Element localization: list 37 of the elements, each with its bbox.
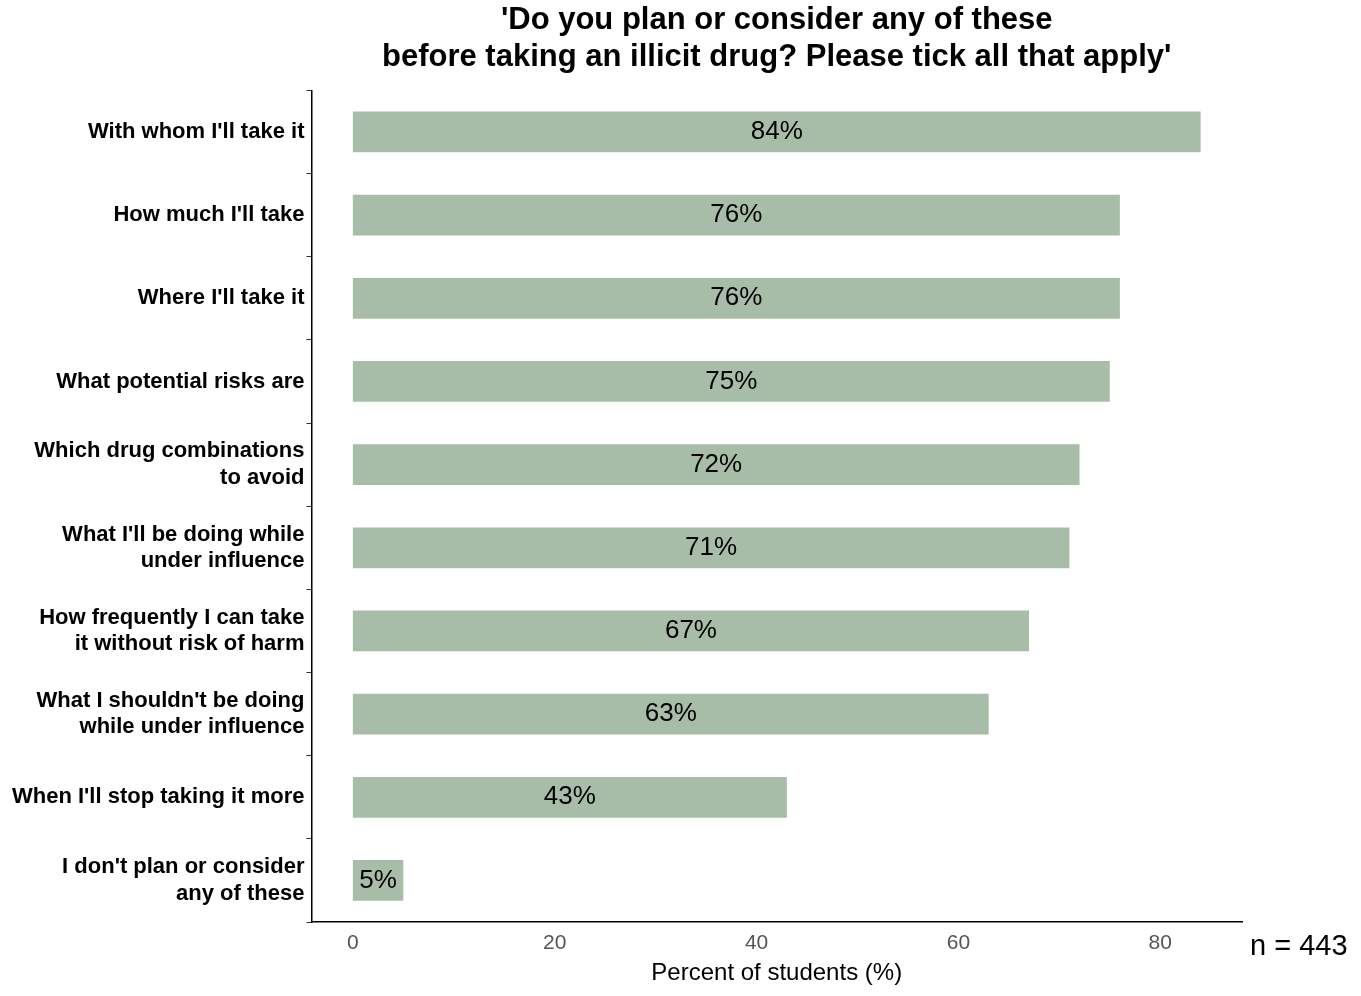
- bar: [352, 693, 989, 735]
- x-tick-label: 80: [1148, 930, 1172, 954]
- x-tick-label: 20: [543, 930, 567, 954]
- y-tick-label: How much I'll take: [113, 201, 305, 227]
- data-label: 67%: [664, 614, 717, 645]
- x-axis-title: Percent of students (%): [651, 958, 903, 986]
- bar: [352, 444, 1080, 485]
- data-label: 76%: [710, 198, 763, 229]
- data-label: 76%: [710, 281, 763, 312]
- bar: [352, 111, 1201, 153]
- y-tick-label: Where I'll take it: [137, 284, 306, 310]
- text: n = 443: [1250, 929, 1348, 961]
- y-tick-label: What I shouldn't be doing while under influence: [36, 686, 305, 739]
- bar: [352, 194, 1120, 236]
- bar: [352, 776, 787, 818]
- y-tick-label: With whom I'll take it: [87, 118, 306, 144]
- bar: [352, 527, 1070, 569]
- chart-title: 'Do you plan or consider any of these before taking an illicit drug? Please tick all that apply': [382, 1, 1172, 74]
- data-label: 5%: [359, 863, 397, 894]
- bar: [352, 361, 1110, 402]
- data-label: 71%: [685, 530, 738, 561]
- y-tick-label: When I'll stop taking it more: [12, 783, 305, 809]
- data-label: 43%: [543, 780, 596, 811]
- data-label: 72%: [690, 447, 743, 478]
- bar: [352, 277, 1120, 319]
- y-tick-label: What I'll be doing while under influence: [62, 520, 305, 573]
- x-tick-label: 40: [744, 930, 769, 954]
- data-label: 84%: [750, 115, 803, 146]
- bar: [352, 610, 1030, 652]
- y-tick-label: I don't plan or consider any of these: [62, 853, 305, 905]
- y-tick-label: Which drug combinations to avoid: [34, 437, 305, 489]
- y-tick-label: What potential risks are: [56, 367, 305, 393]
- data-label: 75%: [705, 364, 758, 395]
- x-tick-label: 60: [946, 930, 971, 954]
- x-tick-label: 0: [347, 930, 359, 954]
- y-tick-label: How frequently I can take it without risk of harm: [39, 603, 305, 656]
- data-label: 63%: [644, 697, 697, 728]
